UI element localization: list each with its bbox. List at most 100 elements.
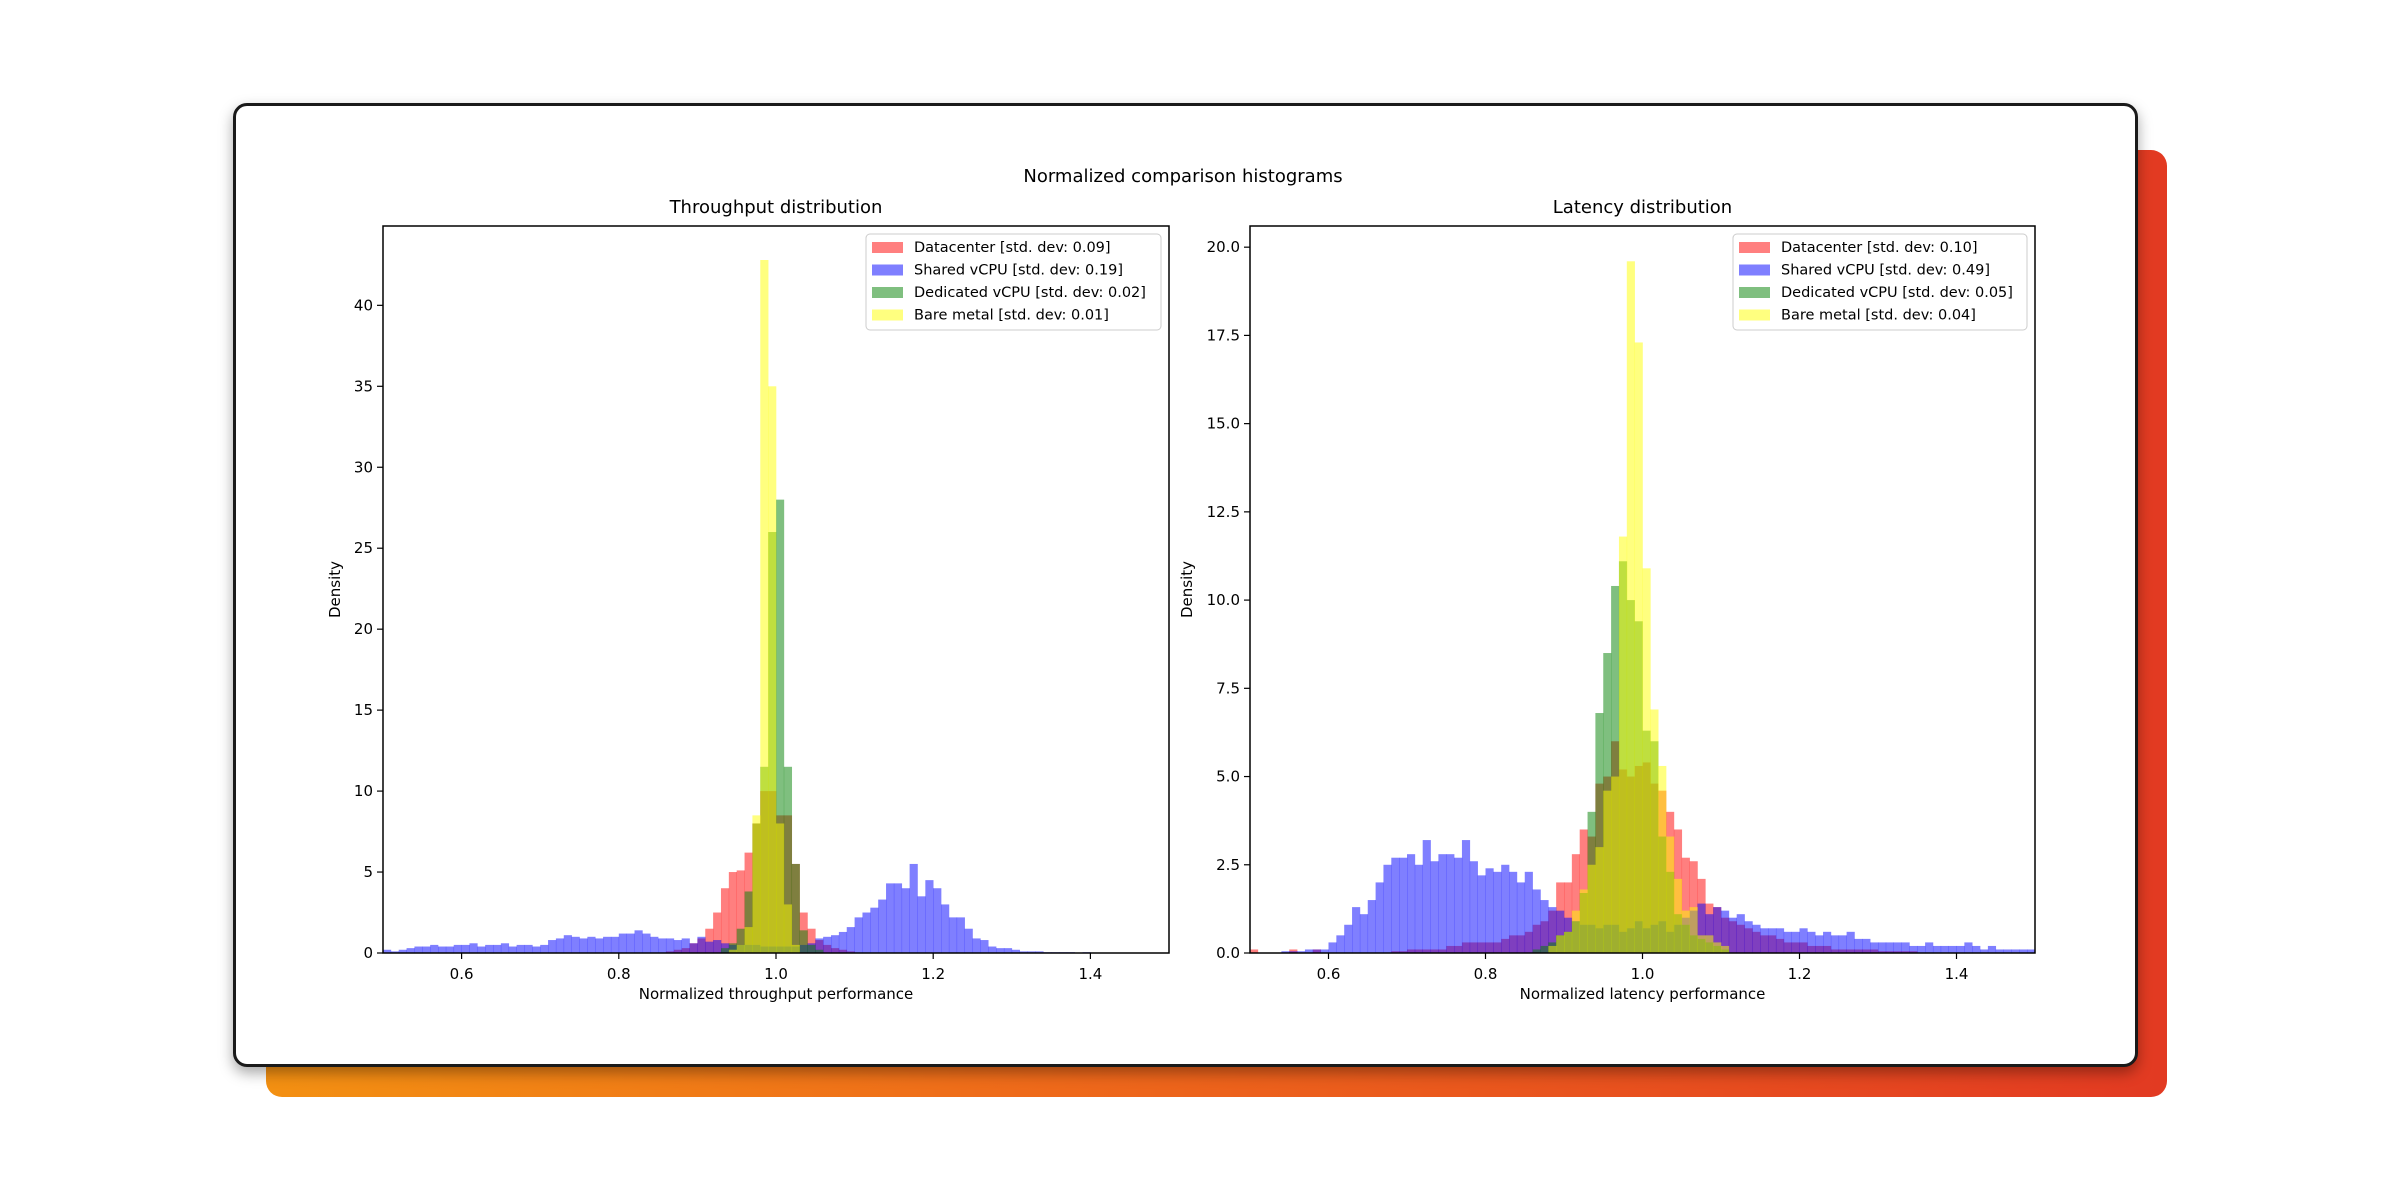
- histogram-bar: [626, 933, 635, 953]
- histogram-bar: [1893, 942, 1902, 953]
- y-tick-label: 5: [363, 863, 373, 881]
- histogram-bar: [1728, 917, 1737, 953]
- histogram-bar: [1658, 765, 1667, 953]
- histogram-bar: [673, 940, 682, 953]
- legend: Datacenter [std. dev: 0.10] Shared vCPU […: [1732, 233, 2028, 331]
- histogram-bar: [1650, 709, 1659, 953]
- histogram-bar: [736, 928, 745, 953]
- histogram-bar: [1516, 882, 1526, 953]
- histogram-bar: [1485, 868, 1494, 953]
- x-tick-label: 0.6: [1317, 965, 1341, 983]
- histogram-bar: [1571, 854, 1580, 953]
- histogram-bar: [2011, 949, 2020, 953]
- histogram-bar: [571, 936, 580, 953]
- histogram-bar: [1901, 942, 1910, 953]
- histogram-bar: [720, 888, 730, 953]
- histogram-bar: [1995, 949, 2004, 953]
- histogram-bar: [815, 938, 824, 953]
- histogram-bar: [744, 927, 753, 953]
- histogram-bar: [383, 949, 392, 953]
- histogram-bar: [2019, 949, 2028, 953]
- histogram-bar: [807, 928, 816, 953]
- histogram-bar: [705, 928, 714, 953]
- histogram-bar: [893, 883, 903, 953]
- histogram-bar: [1035, 951, 1044, 953]
- histogram-bar: [390, 951, 400, 953]
- histogram-bar: [980, 940, 989, 953]
- legend-swatch: [872, 287, 903, 298]
- histogram-bar: [1352, 907, 1361, 953]
- histogram-bar: [516, 944, 525, 953]
- histogram-bar: [925, 880, 934, 953]
- x-tick-label: 1.2: [921, 965, 945, 983]
- legend-entry: Bare metal [std. dev: 0.01]: [914, 308, 1109, 324]
- histogram-bar: [1783, 931, 1792, 953]
- histogram-bar: [1003, 948, 1013, 953]
- histogram-bar: [697, 936, 706, 953]
- histogram-bar: [1375, 882, 1384, 953]
- histogram-bar: [430, 944, 439, 953]
- histogram-bar: [1838, 935, 1847, 953]
- axes-title: Latency distribution: [1553, 197, 1732, 218]
- histogram-bar: [870, 907, 879, 953]
- histogram-bar: [1721, 945, 1730, 953]
- histogram-bar: [1760, 928, 1769, 953]
- histogram-bar: [1422, 840, 1431, 953]
- histogram-bar: [1611, 776, 1620, 953]
- legend-entry: Datacenter [std. dev: 0.09]: [914, 240, 1111, 256]
- histogram-bar: [634, 930, 643, 953]
- histogram-bar: [603, 936, 612, 953]
- histogram-bar: [1603, 790, 1612, 953]
- histogram-bar: [1399, 857, 1408, 953]
- legend-entry: Shared vCPU [std. dev: 0.19]: [914, 263, 1123, 279]
- histogram-bar: [1359, 914, 1369, 953]
- histogram-bar: [1705, 914, 1714, 953]
- histogram-bar: [1454, 857, 1463, 953]
- histogram-bar: [768, 386, 777, 953]
- histogram-bar: [1297, 951, 1306, 953]
- histogram-bar: [1744, 921, 1753, 953]
- histogram-bar: [760, 260, 769, 953]
- histogram-bar: [1987, 945, 1997, 953]
- legend-entry: Dedicated vCPU [std. dev: 0.02]: [914, 285, 1146, 301]
- histogram-bar: [689, 943, 698, 953]
- histogram-bar: [1972, 945, 1981, 953]
- histogram-bar: [1807, 931, 1816, 953]
- histogram-bar: [445, 946, 455, 953]
- y-tick-label: 20.0: [1207, 238, 1240, 256]
- histogram-bar: [1815, 935, 1824, 953]
- histogram-bar: [736, 870, 745, 953]
- y-tick-label: 10.0: [1207, 591, 1240, 609]
- y-tick-label: 40: [354, 296, 373, 314]
- histogram-bar: [752, 815, 761, 953]
- histogram-bar: [996, 948, 1005, 953]
- histogram-bar: [799, 930, 808, 953]
- histogram-bar: [956, 917, 965, 953]
- histogram-bar: [1438, 854, 1447, 953]
- y-tick-label: 20: [354, 620, 373, 638]
- histogram-bar: [1870, 942, 1879, 953]
- x-tick-label: 1.0: [1631, 965, 1655, 983]
- histogram-bar: [776, 823, 785, 953]
- histogram-bar: [1964, 942, 1973, 953]
- histogram-bar: [1587, 864, 1596, 953]
- legend-swatch: [872, 264, 903, 276]
- legend-swatch: [1739, 309, 1770, 321]
- y-tick-label: 15.0: [1207, 415, 1240, 433]
- histogram-bar: [988, 946, 997, 953]
- histogram-bar: [1571, 910, 1580, 953]
- histogram-bar: [1681, 857, 1690, 953]
- histogram-bar: [728, 949, 737, 953]
- histogram-bar: [1940, 945, 1949, 953]
- histogram-bar: [1799, 928, 1808, 953]
- histogram-bar: [1250, 949, 1259, 953]
- histogram-bar: [1595, 847, 1604, 953]
- histogram-bar: [1713, 942, 1722, 953]
- histogram-bar: [2003, 949, 2012, 953]
- x-tick-label: 1.0: [764, 965, 788, 983]
- histogram-bar: [1854, 938, 1863, 953]
- histogram-bar: [1564, 931, 1573, 953]
- histogram-bar: [1909, 945, 1918, 953]
- histogram-bar: [807, 944, 816, 953]
- histogram-bar: [1862, 938, 1871, 953]
